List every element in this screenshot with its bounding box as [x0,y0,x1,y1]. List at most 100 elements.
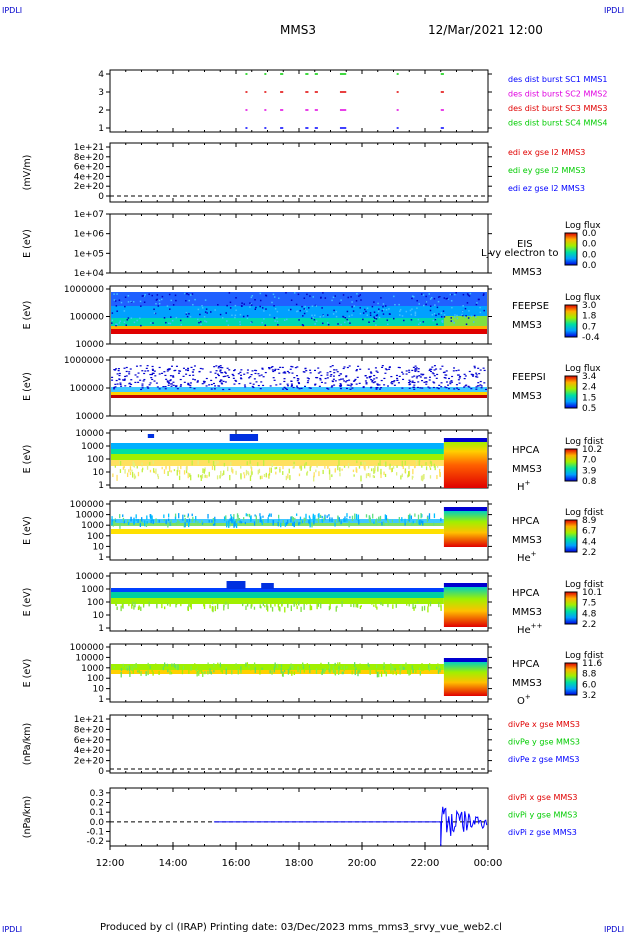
spectrogram-cell [219,475,221,479]
spectrogram-cell [214,465,216,471]
spectrogram-cell [443,316,446,318]
spectrogram-cell [425,377,428,379]
spectrogram-cell [409,383,412,385]
spectrogram-cell [272,377,275,379]
spectrogram-cell [275,471,277,475]
spectrogram-cell [428,663,431,668]
spectrogram-cell [200,475,202,481]
spectrogram-cell [273,379,276,381]
spectrogram-cell [345,387,348,390]
spectrogram-cell [370,386,373,388]
colorbar-tick-label: 7.5 [582,599,596,609]
spectrogram-cell [479,380,482,383]
spectrogram-cell [228,522,230,528]
spectrogram-cell [334,662,336,666]
spectrogram-cell [210,671,213,675]
spectrogram-cell [418,303,420,305]
spectrogram-cell [182,514,184,521]
spacecraft-label: MMS3 [512,535,542,546]
spectrogram-cell [221,367,224,369]
y-tick-label: 10000 [75,429,104,439]
spectrogram-band [111,395,487,398]
spectrogram-cell [169,380,172,382]
spectrogram-cell [328,668,330,673]
spectrogram-cell [273,317,276,319]
spectrogram-cell [278,297,280,299]
spectrogram-cell [113,666,115,669]
spectrogram-cell [331,385,334,387]
spectrogram-cell [464,375,467,377]
spectrogram-cell [175,601,178,605]
spectrogram-cell [401,371,404,373]
spectrogram-cell [369,473,371,478]
spectrogram-cell [128,373,131,375]
spectrogram-cell [455,292,457,294]
spectrogram-cell [167,384,170,386]
spectrogram-cell [154,312,157,315]
spectrogram-band [111,670,444,674]
spectrogram-cell [356,603,359,608]
y-tick-label: 1000 [81,521,104,531]
spectrogram-cell [245,469,248,476]
spectrogram-cell [178,470,181,475]
spectrogram-cell [315,320,318,322]
spectrogram-cell [131,469,133,472]
spectrogram-cell [446,297,449,300]
spectrogram-cell [232,469,234,474]
y-axis-label: E (eV) [22,516,33,545]
spectrogram-cell [217,304,219,306]
spectrogram-cell [119,460,122,466]
spectrogram-cell [258,375,261,377]
spectrogram-cell [340,666,343,669]
spectrogram-cell [314,323,316,325]
spectrogram-cell [124,305,126,308]
spectrogram-cell [170,385,173,387]
spectrogram-cell [263,473,266,478]
spectrogram-band [111,387,487,396]
spectrogram-cell [414,314,417,317]
spectrogram-cell [342,378,345,380]
spectrogram-cell [279,383,282,385]
spectrogram-cell [220,379,223,381]
spectrogram-cell [317,602,320,607]
spectrogram-cell [115,368,118,370]
spectrogram-cell [219,366,222,369]
spectrogram-cell [143,301,146,303]
spectrogram-cell [441,319,444,322]
spectrogram-cell [282,520,284,526]
spectrogram-cell [113,388,116,390]
spectrogram-cell [419,519,421,526]
spectrogram-cell [169,375,172,377]
spacecraft-label: MMS3 [512,678,542,689]
spectrogram-cell [276,310,279,313]
spectrogram-cell [404,518,406,523]
spectrogram-cell [178,520,180,524]
spectrogram-cell [116,474,118,481]
spectrogram-cell [220,372,223,374]
spectrogram-cell [449,381,452,383]
y-tick-label: 1 [98,624,104,634]
spectrogram-cell [423,377,426,379]
spectrogram-cell [369,669,371,675]
spectrogram-cell [438,313,440,315]
spectrogram-cell [142,380,145,382]
spectrogram-cell [192,303,194,306]
spectrogram-cell [331,517,333,523]
spectrogram-cell [161,603,163,609]
spectrogram-band [443,662,487,696]
spectrogram-cell [335,606,337,612]
spectrogram-cell [440,605,442,611]
spectrogram-cell [141,295,144,297]
spectrogram-cell [323,669,325,674]
spectrogram-cell [484,388,487,391]
spectrogram-cell [270,605,272,608]
spectrogram-cell [310,605,313,611]
spectrogram-cell [191,460,193,466]
spectrogram-cell [199,667,201,672]
spectrogram-cell [426,460,428,466]
spectrogram-cell [278,518,280,522]
spectrogram-cell [307,380,310,382]
spectrogram-cell [375,602,377,608]
spectrogram-cell [311,314,313,317]
spectrogram-cell [429,368,432,370]
